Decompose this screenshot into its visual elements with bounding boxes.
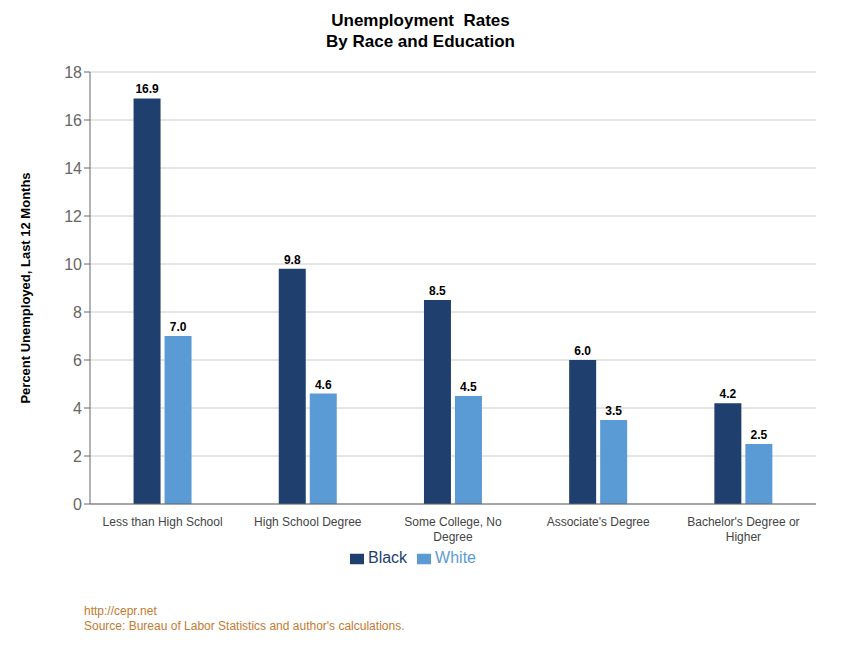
svg-text:4: 4 — [73, 400, 82, 417]
svg-text:Percent Unemployed, Last 12 Mo: Percent Unemployed, Last 12 Months — [18, 172, 33, 403]
svg-text:16.9: 16.9 — [135, 82, 159, 96]
html-text:By Race and Education: By Race and Education — [326, 32, 515, 51]
svg-text:10: 10 — [64, 256, 82, 273]
svg-text:14: 14 — [64, 160, 82, 177]
html-text:White: White — [435, 549, 476, 566]
svg-text:6.0: 6.0 — [574, 344, 591, 358]
svg-text:4.2: 4.2 — [720, 387, 737, 401]
svg-text:Bachelor's Degree orHigher: Bachelor's Degree orHigher — [687, 515, 799, 544]
svg-text:18: 18 — [64, 64, 82, 81]
svg-text:6: 6 — [73, 352, 82, 369]
svg-text:2: 2 — [73, 448, 82, 465]
svg-text:4.5: 4.5 — [460, 380, 477, 394]
svg-text:3.5: 3.5 — [605, 404, 622, 418]
svg-text:8: 8 — [73, 304, 82, 321]
svg-text:Associate's Degree: Associate's Degree — [547, 515, 650, 529]
svg-text:2.5: 2.5 — [751, 428, 768, 442]
svg-text:12: 12 — [64, 208, 82, 225]
svg-text:8.5: 8.5 — [429, 284, 446, 298]
svg-text:7.0: 7.0 — [170, 320, 187, 334]
html-text:Unemployment Rates: Unemployment Rates — [331, 11, 510, 30]
svg-text:High School Degree: High School Degree — [254, 515, 362, 529]
svg-text:16: 16 — [64, 112, 82, 129]
svg-text:4.6: 4.6 — [315, 378, 332, 392]
svg-text:9.8: 9.8 — [284, 253, 301, 267]
html-text:http://cepr.net Source: Bureau: http://cepr.net Source: Bureau of Labor … — [84, 604, 405, 633]
svg-text:0: 0 — [73, 496, 82, 513]
html-text:Black: Black — [368, 549, 408, 566]
svg-text:Some College, NoDegree: Some College, NoDegree — [404, 515, 502, 544]
svg-text:Less than High School: Less than High School — [103, 515, 223, 529]
